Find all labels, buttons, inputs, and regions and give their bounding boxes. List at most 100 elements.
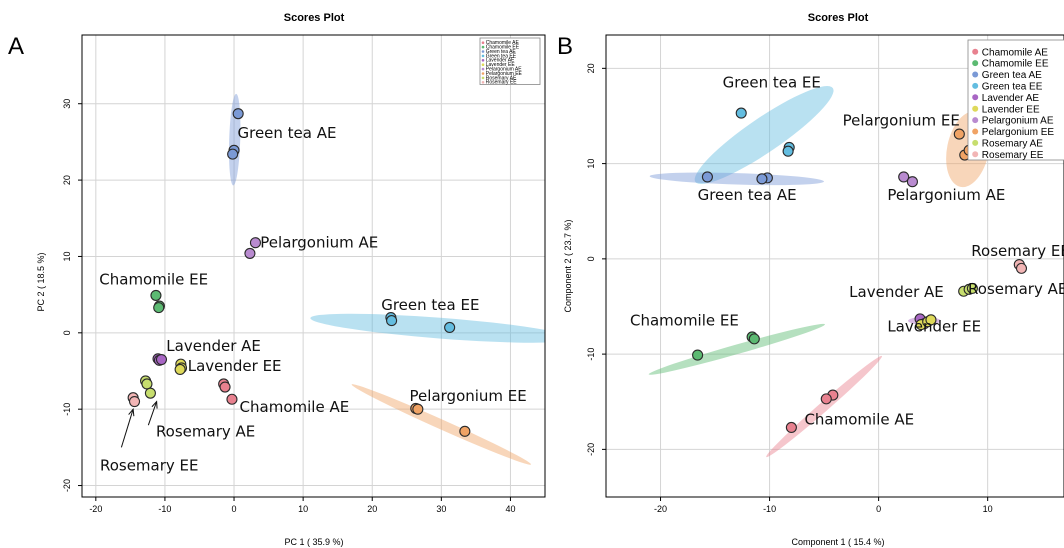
y-tick-label: -10	[62, 403, 72, 416]
legend-label: Lavender EE	[982, 104, 1040, 115]
legend-label: Chamomile AE	[486, 40, 520, 46]
confidence-ellipse-green-tea-ee	[310, 313, 545, 343]
annotation-label: Green tea EE	[723, 73, 821, 91]
legend-item: Pelargonium AE	[972, 116, 1054, 127]
y-tick-label: -20	[62, 479, 72, 492]
x-tick-label: 10	[983, 504, 993, 514]
x-tick-label: 40	[505, 504, 515, 514]
y-tick-label: 30	[62, 99, 72, 109]
legend-marker	[481, 45, 485, 49]
panel-a-letter: A	[8, 33, 24, 60]
annotation-label: Lavender AE	[166, 337, 261, 355]
y-tick-label: 10	[586, 159, 596, 169]
legend-item: Lavender EE	[972, 104, 1040, 115]
legend-item: Chamomile AE	[972, 47, 1048, 58]
annotation-label: Chamomile EE	[99, 271, 208, 289]
annotation-label: Rosemary AE	[156, 423, 255, 441]
annotation-label: Pelargonium AE	[887, 186, 1005, 204]
legend-label: Rosemary AE	[982, 139, 1043, 150]
legend-marker	[972, 151, 979, 158]
confidence-ellipse-green-tea-ae	[649, 172, 825, 186]
data-point-rosemary-ee	[128, 395, 141, 408]
data-point-chamomile-ee	[748, 333, 760, 345]
x-tick-label: 20	[367, 504, 377, 514]
legend-marker	[481, 59, 485, 62]
data-point-chamomile-ee	[153, 302, 165, 314]
x-tick-label: 0	[232, 504, 237, 514]
legend-marker	[972, 71, 979, 78]
data-point-pelargonium-ae	[249, 237, 262, 249]
annotation-label: Lavender AE	[849, 283, 944, 301]
plot-frame	[605, 34, 1064, 498]
legend-marker	[972, 48, 979, 55]
x-tick-label: -10	[158, 504, 171, 514]
y-tick-label: -20	[586, 443, 596, 456]
y-tick-label: 20	[62, 175, 72, 185]
data-point-chamomile-ae	[226, 393, 238, 405]
legend-label: Chamomile AE	[982, 47, 1048, 58]
legend-marker	[481, 81, 485, 84]
annotation-label: Green tea AE	[237, 124, 336, 142]
legend-marker	[972, 60, 979, 67]
legend-label: Pelargonium AE	[486, 67, 523, 73]
legend-item: Lavender AE	[481, 58, 515, 64]
annotation-label: Green tea AE	[698, 186, 797, 204]
data-point-green-tea-ae	[701, 171, 713, 183]
data-point-pelargonium-ee	[412, 403, 424, 415]
legend-item: Rosemary EE	[481, 80, 517, 86]
x-tick-label: 0	[876, 504, 881, 514]
annotation-label: Green tea EE	[381, 296, 479, 314]
annotation-label: Chamomile EE	[630, 312, 739, 330]
data-point-pelargonium-ee	[953, 128, 965, 140]
data-point-rosemary-ee	[1015, 262, 1028, 274]
legend-label: Green tea EE	[982, 82, 1043, 93]
confidence-ellipse-pelargonium-ee	[351, 384, 532, 465]
legend-marker	[481, 63, 485, 66]
data-point-green-tea-ee	[735, 107, 747, 119]
legend-label: Lavender AE	[982, 93, 1040, 104]
data-point-lavender-ae	[155, 353, 168, 366]
panel-b-y-axis-label: Component 2 ( 23.7 %)	[563, 219, 573, 312]
legend-item: Pelargonium EE	[481, 71, 523, 77]
data-point-chamomile-ee	[150, 289, 162, 301]
legend-label: Pelargonium AE	[982, 116, 1054, 127]
legend-item: Pelargonium EE	[972, 127, 1054, 138]
panel-b: Scores Plot B Component 1 ( 15.4 %) Comp…	[557, 12, 1064, 547]
data-point-lavender-ee	[174, 363, 186, 376]
legend-label: Pelargonium EE	[982, 127, 1055, 138]
legend-label: Chamomile EE	[486, 45, 520, 51]
legend-label: Lavender AE	[486, 58, 515, 64]
y-tick-label: 10	[62, 251, 72, 261]
legend-marker	[481, 76, 485, 80]
legend-label: Green tea AE	[982, 70, 1042, 81]
y-tick-label: -10	[586, 348, 596, 361]
y-tick-label: 20	[586, 63, 596, 73]
data-point-chamomile-ae	[219, 381, 231, 393]
legend-marker	[481, 67, 485, 71]
annotation-arrow	[120, 407, 135, 448]
legend-marker	[972, 128, 979, 135]
legend-item: Chamomile EE	[972, 59, 1049, 70]
legend-item: Rosemary EE	[972, 150, 1044, 161]
legend-item: Green tea AE	[481, 49, 517, 55]
legend-label: Green tea AE	[486, 49, 517, 55]
data-point-rosemary-ae	[966, 282, 978, 294]
panel-a-x-axis-label: PC 1 ( 35.9 %)	[284, 537, 343, 547]
legend-marker	[481, 50, 485, 53]
annotation-arrow	[147, 400, 158, 426]
y-tick-label: 0	[62, 330, 72, 335]
x-tick-label: -20	[654, 504, 667, 514]
legend-label: Rosemary AE	[486, 75, 517, 81]
annotation-label: Lavender EE	[887, 317, 981, 335]
legend-box	[967, 39, 1064, 161]
legend-item: Chamomile EE	[481, 45, 520, 51]
legend-item: Lavender EE	[481, 62, 515, 68]
panel-a-title: Scores Plot	[284, 12, 345, 24]
panel-b-letter: B	[557, 33, 573, 60]
legend-marker	[972, 105, 979, 112]
confidence-ellipse-chamomile-ae	[766, 355, 883, 458]
legend-label: Chamomile EE	[982, 59, 1049, 70]
legend-item: Lavender AE	[972, 93, 1039, 104]
